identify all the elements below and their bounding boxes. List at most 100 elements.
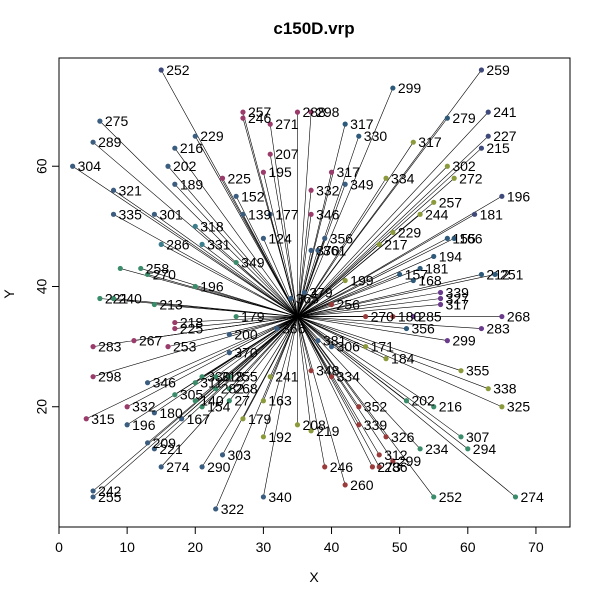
node-label: 318 — [200, 218, 224, 234]
node-point — [363, 313, 369, 320]
node-label: 155 — [452, 230, 476, 246]
node-point — [219, 452, 226, 458]
route-line — [297, 214, 312, 317]
route-line — [297, 178, 387, 317]
node-label: 366 — [282, 321, 306, 337]
node-label: 171 — [371, 339, 395, 355]
node-label: 346 — [153, 375, 177, 391]
node-point — [383, 434, 389, 440]
node-point — [437, 289, 444, 296]
route-line — [297, 304, 441, 317]
node-label: 289 — [98, 134, 122, 150]
node-point — [499, 313, 505, 320]
node-point — [390, 85, 396, 91]
route-line — [297, 304, 332, 317]
node-label: 257 — [248, 104, 272, 120]
route-line — [174, 316, 298, 329]
node-point — [165, 344, 171, 350]
x-tick-label: 70 — [528, 539, 544, 555]
node-label: 327 — [446, 291, 470, 307]
x-tick-label: 40 — [324, 539, 340, 555]
node-label: 279 — [452, 110, 476, 126]
node-point — [478, 271, 485, 278]
node-point — [124, 404, 130, 410]
node-label: 200 — [234, 327, 258, 343]
node-point — [219, 175, 226, 181]
node-label: 163 — [268, 393, 292, 409]
route-line — [297, 292, 441, 317]
node-point — [315, 247, 321, 254]
node-point — [260, 169, 266, 175]
node-point — [144, 271, 151, 278]
node-point — [260, 235, 266, 241]
node-label: 184 — [391, 351, 415, 367]
route-line — [297, 142, 414, 317]
node-point — [485, 386, 491, 392]
node-label: 326 — [391, 429, 415, 445]
node-point — [172, 392, 178, 398]
node-label: 282 — [221, 381, 245, 397]
route-line — [297, 316, 407, 329]
node-label: 352 — [364, 399, 388, 415]
node-point — [90, 139, 96, 145]
route-line — [297, 238, 455, 317]
node-label: 299 — [398, 80, 422, 96]
node-label: 218 — [180, 315, 204, 331]
node-label: 219 — [316, 423, 340, 439]
node-label: 356 — [411, 321, 435, 337]
node-label: 252 — [439, 489, 463, 505]
node-label: 192 — [268, 429, 292, 445]
node-label: 177 — [275, 206, 299, 222]
node-point — [410, 277, 416, 284]
node-point — [144, 440, 151, 446]
node-label: 241 — [275, 369, 299, 385]
y-tick-label: 20 — [34, 399, 50, 415]
node-point — [90, 488, 96, 494]
node-point — [451, 235, 457, 241]
node-point — [151, 301, 157, 308]
route-line — [297, 274, 400, 317]
node-label: 154 — [207, 399, 231, 415]
node-label: 212 — [486, 266, 510, 282]
x-tick-label: 60 — [460, 539, 476, 555]
node-point — [172, 145, 178, 151]
route-line — [161, 244, 298, 317]
node-label: 229 — [398, 224, 422, 240]
node-label: 317 — [446, 297, 470, 313]
node-point — [213, 386, 219, 392]
node-label: 216 — [439, 399, 463, 415]
node-label: 361 — [323, 242, 347, 258]
node-label: 349 — [241, 254, 265, 270]
node-point — [90, 344, 96, 350]
node-label: 349 — [350, 176, 374, 192]
node-label: 370 — [316, 242, 340, 258]
node-point — [431, 494, 437, 500]
node-label: 334 — [391, 170, 415, 186]
node-point — [390, 458, 396, 464]
node-point — [199, 241, 205, 247]
node-label: 251 — [500, 266, 524, 282]
node-label: 140 — [200, 393, 224, 409]
node-point — [458, 434, 464, 440]
node-label: 270 — [153, 266, 177, 282]
node-point — [172, 325, 178, 332]
node-label: 274 — [166, 459, 190, 475]
node-point — [117, 265, 123, 272]
route-line — [297, 316, 380, 455]
route-line — [297, 124, 346, 317]
node-point — [97, 118, 103, 124]
route-line — [297, 214, 475, 317]
node-label: 356 — [330, 230, 354, 246]
node-label: 317 — [337, 164, 361, 180]
node-label: 317 — [350, 116, 374, 132]
node-label: 257 — [439, 194, 463, 210]
node-point — [138, 265, 144, 272]
node-point — [158, 241, 164, 247]
node-point — [240, 109, 246, 115]
node-point — [499, 404, 505, 410]
node-label: 306 — [337, 339, 361, 355]
node-label: 299 — [452, 333, 476, 349]
route-line — [297, 316, 387, 359]
node-point — [192, 398, 198, 404]
